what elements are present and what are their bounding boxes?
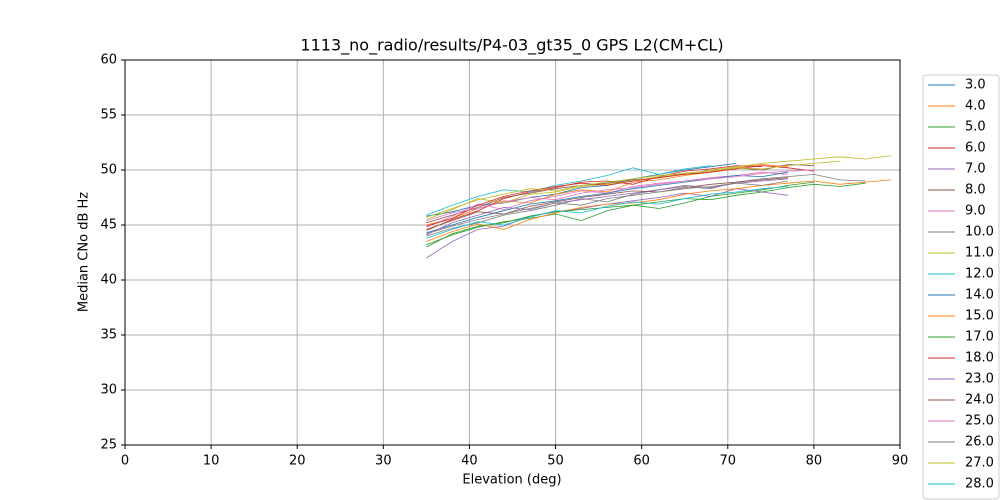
legend-label: 12.0	[965, 267, 994, 282]
x-tick-label: 40	[461, 454, 478, 469]
series-line	[426, 165, 711, 216]
y-tick-label: 35	[100, 328, 117, 343]
series-line	[426, 169, 814, 221]
legend-label: 8.0	[965, 183, 986, 198]
legend-label: 17.0	[965, 330, 994, 345]
legend-label: 7.0	[965, 162, 986, 177]
legend-label: 5.0	[965, 120, 986, 135]
x-tick-label: 20	[289, 454, 306, 469]
y-tick-label: 45	[100, 218, 117, 233]
legend-label: 6.0	[965, 141, 986, 156]
legend-label: 27.0	[965, 456, 994, 471]
x-tick-label: 30	[375, 454, 392, 469]
legend-label: 25.0	[965, 414, 994, 429]
series-line	[426, 164, 814, 224]
legend-label: 9.0	[965, 204, 986, 219]
series-line	[426, 165, 814, 227]
series-line	[426, 173, 866, 237]
series-line	[426, 180, 789, 235]
y-tick-label: 30	[100, 383, 117, 398]
series-line	[426, 182, 866, 248]
y-tick-label: 60	[100, 53, 117, 68]
chart-title: 1113_no_radio/results/P4-03_gt35_0 GPS L…	[300, 36, 723, 56]
x-tick-label: 80	[806, 454, 823, 469]
series-line	[426, 179, 892, 242]
x-tick-label: 0	[121, 454, 129, 469]
y-tick-label: 40	[100, 273, 117, 288]
legend-label: 15.0	[965, 309, 994, 324]
legend-label: 23.0	[965, 372, 994, 387]
y-tick-label: 55	[100, 108, 117, 123]
legend-label: 26.0	[965, 435, 994, 450]
legend-label: 28.0	[965, 477, 994, 492]
x-axis-label: Elevation (deg)	[462, 473, 561, 488]
x-tick-label: 60	[633, 454, 650, 469]
x-tick-label: 50	[547, 454, 564, 469]
legend-label: 24.0	[965, 393, 994, 408]
legend-label: 14.0	[965, 288, 994, 303]
series-line	[426, 155, 892, 220]
x-tick-label: 90	[892, 454, 909, 469]
series-line	[426, 177, 789, 230]
y-tick-label: 25	[100, 438, 117, 453]
plot-frame	[124, 59, 901, 446]
series-line	[426, 165, 763, 231]
legend-label: 4.0	[965, 99, 986, 114]
series-line	[426, 186, 789, 239]
x-tick-label: 70	[720, 454, 737, 469]
series-line	[426, 160, 840, 218]
legend-label: 11.0	[965, 246, 994, 261]
legend-label: 18.0	[965, 351, 994, 366]
x-tick-label: 10	[203, 454, 220, 469]
series-line	[426, 164, 789, 226]
y-tick-label: 50	[100, 163, 117, 178]
series-line	[426, 171, 789, 234]
legend-label: 3.0	[965, 78, 986, 93]
legend-label: 10.0	[965, 225, 994, 240]
legend-box	[922, 74, 1000, 500]
y-axis-label: Median CNo dB Hz	[77, 192, 92, 312]
